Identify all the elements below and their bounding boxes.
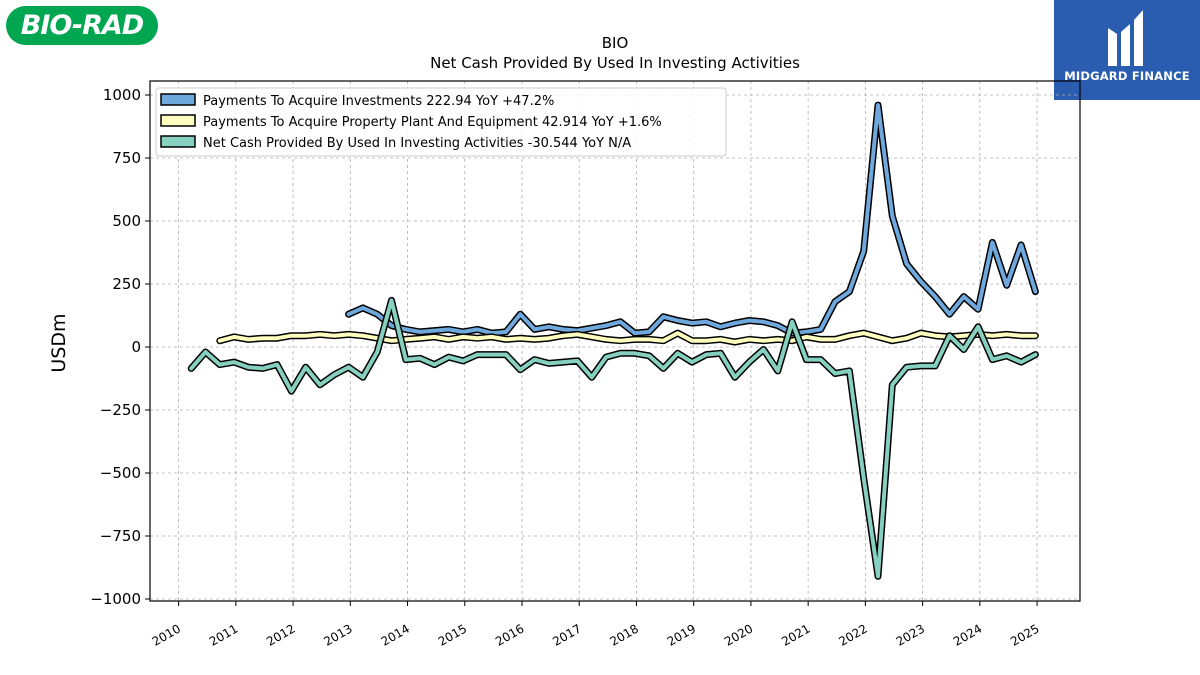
x-tick-label: 2021 [779,621,812,648]
x-tick-label: 2014 [379,621,412,648]
series-line [189,298,1038,579]
y-tick-label: −750 [100,527,141,545]
y-tick-label: 250 [112,275,141,293]
legend-swatch [160,135,196,148]
midgard-logo-text: MIDGARD FINANCE [1064,69,1190,83]
y-tick-label: −500 [100,464,141,482]
y-tick-label: 750 [112,149,141,167]
x-tick-label: 2016 [493,621,526,648]
bio-rad-logo: BIO-RAD [6,6,158,45]
legend: Payments To Acquire Investments 222.94 Y… [155,87,727,157]
plot-frame [149,80,1081,602]
series-line [217,331,1038,344]
axes: −1000 −750 −500 −250 0 250 500 750 1000 2010 2011 2… [90,86,1041,649]
legend-swatch [160,93,196,106]
x-tick-label: 2015 [436,621,469,648]
grid [150,81,1080,601]
y-tick-label: −250 [100,401,141,419]
x-tick-label: 2023 [894,621,927,648]
series-layer [187,101,1039,580]
x-tick-label: 2018 [608,621,641,648]
legend-label: Net Cash Provided By Used In Investing A… [203,136,631,151]
legend-swatch [160,114,196,127]
midgard-finance-logo: MIDGARD FINANCE [1054,0,1200,100]
legend-label: Payments To Acquire Investments 222.94 Y… [203,94,554,109]
x-tick-label: 2019 [665,621,698,648]
series-3 [187,296,1039,580]
y-tick-label: 500 [112,212,141,230]
x-tick-label: 2020 [722,621,755,648]
x-tick-label: 2025 [1008,621,1041,648]
x-tick-label: 2012 [264,621,297,648]
x-tick-label: 2017 [550,621,583,648]
series-line [346,103,1038,336]
x-tick-label: 2011 [207,621,240,648]
midgard-logo-mark-icon [1108,10,1143,66]
x-tick-label: 2010 [150,621,183,648]
x-tick-label: 2013 [321,621,354,648]
y-axis-label: USDm [48,313,70,372]
legend-box [155,87,727,157]
y-tick-label: 0 [131,338,141,356]
series-2 [216,329,1039,346]
y-tick-label: −1000 [90,590,141,608]
bio-rad-logo-text: BIO-RAD [20,10,144,41]
x-tick-label: 2024 [951,621,984,648]
series-1 [345,101,1039,337]
y-tick-label: 1000 [103,86,141,104]
chart-title: BIO [602,34,629,52]
chart-subtitle: Net Cash Provided By Used In Investing A… [430,54,800,72]
legend-label: Payments To Acquire Property Plant And E… [203,115,662,130]
x-tick-label: 2022 [836,621,869,648]
